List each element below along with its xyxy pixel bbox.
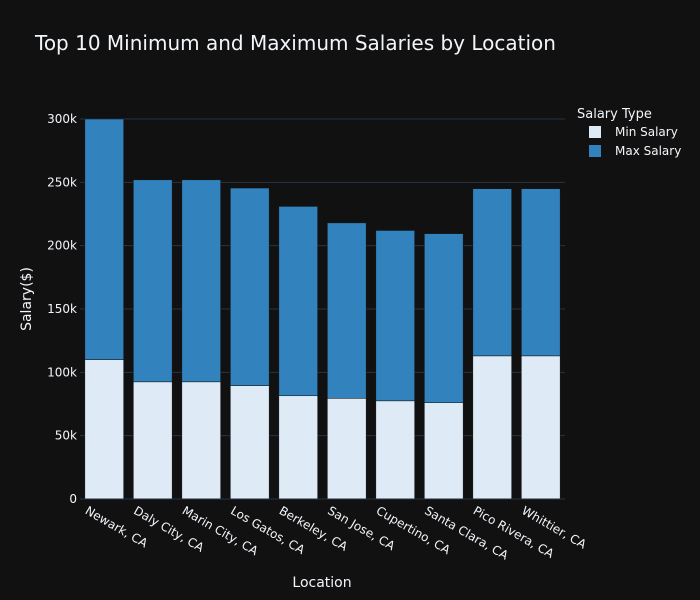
bar-min-salary[interactable] bbox=[133, 381, 173, 500]
bar-max-salary[interactable] bbox=[278, 206, 318, 397]
chart-title: Top 10 Minimum and Maximum Salaries by L… bbox=[34, 31, 556, 55]
legend-title: Salary Type bbox=[577, 107, 652, 122]
bar-min-salary[interactable] bbox=[327, 398, 367, 500]
y-axis-title: Salary($) bbox=[19, 267, 35, 331]
bar-max-salary[interactable] bbox=[424, 233, 464, 403]
legend-label[interactable]: Max Salary bbox=[615, 144, 681, 158]
bar-min-salary[interactable] bbox=[521, 355, 561, 500]
bar-max-salary[interactable] bbox=[230, 187, 270, 386]
bar-min-salary[interactable] bbox=[181, 381, 221, 500]
bar-min-salary[interactable] bbox=[472, 355, 512, 500]
bar-max-salary[interactable] bbox=[327, 222, 367, 399]
bar-max-salary[interactable] bbox=[375, 230, 415, 402]
y-tick-label: 50k bbox=[55, 429, 77, 443]
y-tick-label: 300k bbox=[47, 112, 77, 126]
y-tick-label: 200k bbox=[47, 239, 77, 253]
y-tick-label: 0 bbox=[69, 492, 77, 506]
legend-swatch[interactable] bbox=[589, 145, 601, 157]
bar-min-salary[interactable] bbox=[230, 385, 270, 500]
legend: Salary Type Min Salary Max Salary bbox=[577, 107, 681, 158]
legend-swatch[interactable] bbox=[589, 126, 601, 138]
y-tick-label: 250k bbox=[47, 175, 77, 189]
bar-min-salary[interactable] bbox=[375, 400, 415, 500]
bar-max-salary[interactable] bbox=[84, 118, 124, 360]
bar-min-salary[interactable] bbox=[84, 359, 124, 500]
bar-max-salary[interactable] bbox=[181, 179, 221, 383]
bar-max-salary[interactable] bbox=[472, 188, 512, 357]
bar-max-salary[interactable] bbox=[521, 188, 561, 357]
y-tick-label: 150k bbox=[47, 302, 77, 316]
bar-min-salary[interactable] bbox=[278, 395, 318, 500]
bar-max-salary[interactable] bbox=[133, 179, 173, 383]
x-axis-title: Location bbox=[292, 575, 351, 591]
legend-label[interactable]: Min Salary bbox=[615, 125, 678, 139]
bar-layer bbox=[84, 118, 561, 500]
y-tick-label: 100k bbox=[47, 365, 77, 379]
bar-min-salary[interactable] bbox=[424, 402, 464, 500]
